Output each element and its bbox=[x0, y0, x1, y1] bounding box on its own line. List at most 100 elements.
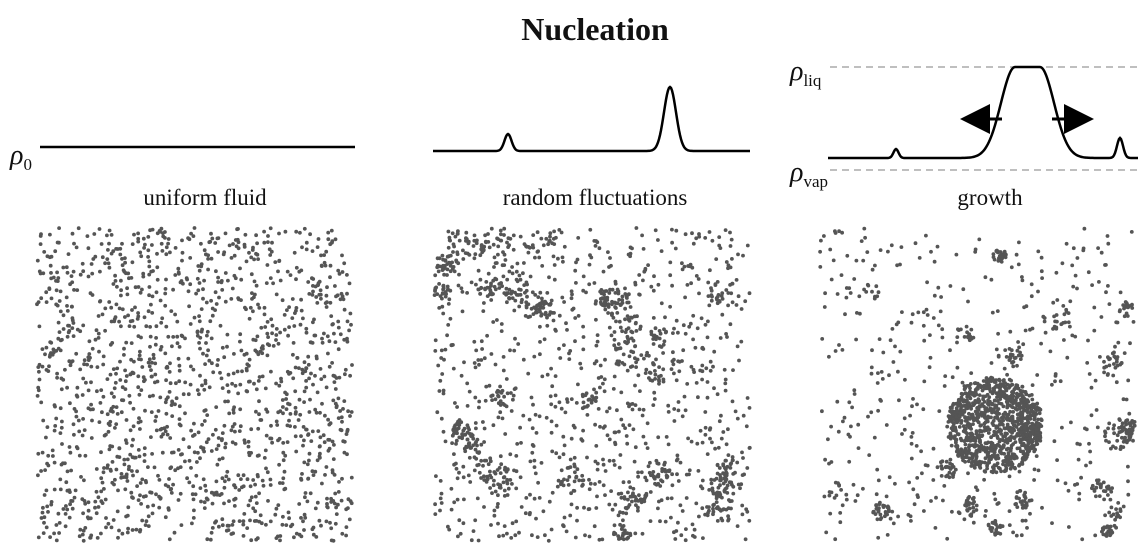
particle bbox=[640, 413, 645, 418]
particle bbox=[455, 431, 459, 436]
particle bbox=[609, 333, 614, 338]
particle bbox=[131, 406, 136, 411]
particle bbox=[724, 332, 728, 336]
particle bbox=[517, 273, 522, 278]
particle bbox=[176, 270, 181, 275]
particle bbox=[146, 248, 151, 253]
particle bbox=[201, 296, 205, 301]
particle bbox=[907, 480, 911, 485]
particle bbox=[738, 486, 742, 491]
particle bbox=[123, 256, 127, 260]
particle bbox=[201, 447, 206, 452]
particle bbox=[994, 426, 999, 430]
particle bbox=[503, 258, 508, 262]
particle bbox=[851, 482, 856, 487]
particle bbox=[588, 481, 593, 486]
particle bbox=[498, 403, 503, 407]
particle bbox=[707, 488, 712, 492]
particle bbox=[605, 409, 609, 414]
particle bbox=[1023, 490, 1027, 495]
particle bbox=[991, 423, 996, 427]
particle bbox=[837, 229, 841, 234]
particle bbox=[562, 443, 567, 448]
particle bbox=[476, 287, 481, 292]
particle bbox=[1098, 482, 1102, 487]
particle bbox=[966, 496, 971, 501]
particle bbox=[946, 435, 951, 439]
particle bbox=[130, 469, 134, 473]
particle bbox=[68, 502, 72, 507]
particle bbox=[710, 440, 714, 445]
particle bbox=[233, 442, 238, 446]
particle bbox=[270, 240, 274, 245]
particle bbox=[574, 260, 578, 265]
particle bbox=[531, 245, 536, 250]
particle bbox=[214, 447, 219, 451]
particle bbox=[58, 309, 63, 314]
particle bbox=[503, 432, 508, 436]
particle bbox=[159, 226, 164, 231]
particle bbox=[655, 474, 660, 479]
particle bbox=[67, 515, 72, 520]
particle bbox=[201, 477, 206, 482]
particle bbox=[252, 381, 256, 386]
particle bbox=[870, 267, 875, 272]
particle bbox=[1090, 486, 1094, 491]
particle bbox=[666, 468, 671, 473]
particle bbox=[672, 407, 677, 411]
particle bbox=[334, 294, 338, 299]
particle bbox=[223, 399, 228, 404]
particle bbox=[840, 348, 845, 352]
particle bbox=[150, 452, 155, 456]
particle bbox=[1073, 483, 1077, 487]
particle bbox=[304, 247, 309, 252]
particle bbox=[643, 266, 648, 271]
particle bbox=[146, 235, 151, 239]
particle bbox=[476, 538, 481, 543]
particle bbox=[269, 369, 273, 374]
particle bbox=[323, 413, 327, 418]
particle bbox=[724, 473, 729, 478]
particle bbox=[551, 236, 556, 241]
particle bbox=[709, 481, 714, 486]
particle bbox=[163, 400, 168, 405]
particle bbox=[615, 359, 620, 364]
particle bbox=[656, 435, 661, 440]
particle bbox=[210, 501, 215, 506]
particle bbox=[973, 389, 978, 394]
particle bbox=[537, 414, 542, 419]
particle bbox=[302, 389, 307, 394]
particle bbox=[41, 418, 46, 423]
particle bbox=[526, 302, 531, 307]
particle bbox=[176, 266, 181, 271]
particle bbox=[137, 416, 141, 420]
particle bbox=[636, 470, 640, 475]
particle bbox=[210, 306, 215, 311]
particle bbox=[278, 278, 283, 283]
particle bbox=[222, 355, 227, 360]
particle bbox=[736, 252, 740, 257]
particle bbox=[626, 300, 631, 305]
particle bbox=[956, 510, 961, 515]
particle bbox=[210, 526, 215, 530]
particle bbox=[326, 437, 331, 442]
particle bbox=[58, 487, 63, 492]
particle bbox=[226, 278, 230, 283]
particle bbox=[966, 299, 970, 304]
particle bbox=[59, 387, 64, 392]
particle bbox=[627, 423, 632, 427]
particle bbox=[209, 336, 214, 341]
particle bbox=[223, 441, 228, 446]
particle bbox=[282, 313, 287, 317]
particle bbox=[156, 473, 160, 478]
particle bbox=[521, 357, 526, 362]
particle bbox=[1023, 422, 1028, 426]
particle bbox=[668, 273, 673, 278]
particle bbox=[138, 290, 143, 295]
particle bbox=[264, 466, 268, 471]
particle bbox=[433, 502, 437, 507]
particle bbox=[252, 279, 257, 284]
particle bbox=[617, 319, 622, 324]
particle bbox=[538, 324, 542, 329]
particle bbox=[668, 304, 672, 309]
